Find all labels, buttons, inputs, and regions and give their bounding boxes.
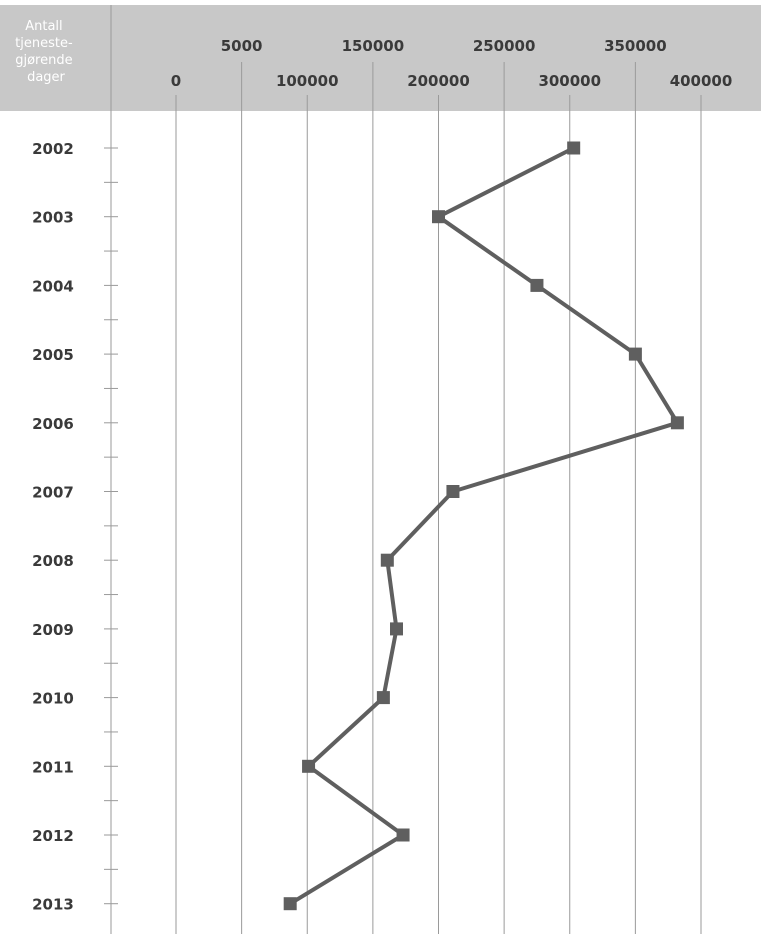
grid-layer bbox=[104, 62, 702, 934]
x-tick-label: 150000 bbox=[342, 37, 405, 55]
header-label-line: Antall bbox=[25, 19, 62, 34]
y-tick-label: 2013 bbox=[32, 896, 74, 914]
header-band bbox=[0, 5, 761, 111]
data-point bbox=[446, 485, 460, 498]
y-tick-label: 2009 bbox=[32, 621, 74, 639]
y-tick-label: 2010 bbox=[32, 690, 74, 708]
tick-layer: 0 100000 200000 300000 400000 5000 150000 25000… bbox=[171, 37, 733, 90]
data-point bbox=[628, 347, 642, 361]
data-point bbox=[567, 141, 581, 155]
y-tick-label: 2005 bbox=[32, 346, 74, 364]
data-point bbox=[432, 210, 445, 224]
data-point bbox=[670, 416, 684, 430]
y-tick-label: 2004 bbox=[32, 277, 74, 295]
y-tick-label: 2012 bbox=[32, 827, 74, 845]
data-point bbox=[396, 828, 410, 842]
data-point bbox=[376, 691, 390, 705]
x-tick-label: 300000 bbox=[538, 72, 601, 90]
y-tick-label: 2007 bbox=[32, 484, 74, 502]
y-tick-label: 2003 bbox=[32, 209, 74, 227]
x-tick-label: 400000 bbox=[670, 72, 733, 90]
y-tick-label: 2002 bbox=[32, 140, 74, 158]
line-layer bbox=[289, 146, 680, 906]
data-point bbox=[380, 553, 394, 567]
marker-layer bbox=[283, 141, 684, 911]
data-point bbox=[283, 897, 297, 911]
y-tick-label: 2006 bbox=[32, 415, 74, 433]
header-label: Antall tjeneste- gjørende dager bbox=[15, 19, 77, 85]
x-tick-label: 350000 bbox=[604, 37, 667, 55]
y-tick-label: 2011 bbox=[32, 758, 74, 776]
x-tick-label: 200000 bbox=[407, 72, 470, 90]
data-point bbox=[530, 278, 544, 292]
header-label-line: gjørende bbox=[15, 53, 72, 68]
data-point bbox=[390, 622, 403, 636]
data-point bbox=[302, 759, 316, 773]
x-tick-label: 5000 bbox=[221, 37, 263, 55]
header-label-line: tjeneste- bbox=[15, 36, 73, 51]
x-tick-label: 250000 bbox=[473, 37, 536, 55]
x-tick-label: 0 bbox=[171, 72, 181, 90]
header-label-line: dager bbox=[27, 70, 65, 85]
series-line bbox=[289, 146, 680, 906]
year-layer: 2002 2003 2004 2005 2006 2007 2008 2009 2010 2011… bbox=[32, 140, 74, 914]
x-tick-label: 100000 bbox=[276, 72, 339, 90]
y-tick-label: 2008 bbox=[32, 552, 74, 570]
